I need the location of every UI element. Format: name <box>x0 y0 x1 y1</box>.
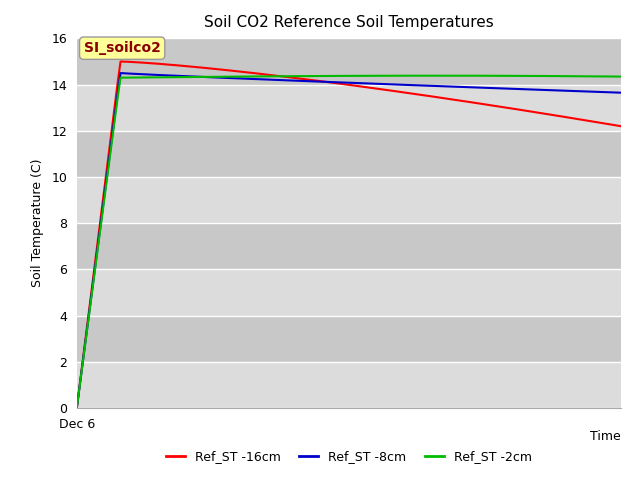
Title: Soil CO2 Reference Soil Temperatures: Soil CO2 Reference Soil Temperatures <box>204 15 493 30</box>
Text: SI_soilco2: SI_soilco2 <box>84 41 161 55</box>
Bar <box>77 38 621 84</box>
Bar <box>77 131 621 177</box>
Bar <box>77 316 621 362</box>
Bar <box>77 223 621 269</box>
Bar <box>77 84 621 131</box>
Text: Time: Time <box>590 430 621 443</box>
Bar <box>77 177 621 223</box>
Legend: Ref_ST -16cm, Ref_ST -8cm, Ref_ST -2cm: Ref_ST -16cm, Ref_ST -8cm, Ref_ST -2cm <box>161 445 537 468</box>
Y-axis label: Soil Temperature (C): Soil Temperature (C) <box>31 159 44 288</box>
Bar <box>77 269 621 316</box>
Bar <box>77 362 621 408</box>
